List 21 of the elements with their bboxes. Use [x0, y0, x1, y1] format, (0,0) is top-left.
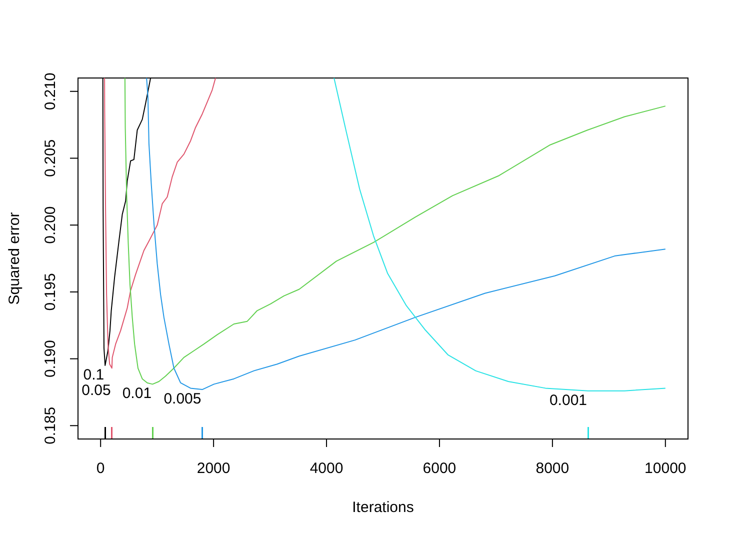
- y-tick-label: 0.185: [42, 406, 59, 444]
- y-tick-label: 0.200: [42, 206, 59, 244]
- x-axis-title: Iterations: [352, 499, 414, 516]
- y-tick-label: 0.190: [42, 340, 59, 378]
- series-label: 0.001: [549, 392, 588, 409]
- x-tick-label: 0: [96, 460, 105, 477]
- x-tick-label: 6000: [422, 460, 456, 477]
- line-series: [334, 78, 666, 392]
- y-tick-label: 0.195: [42, 273, 59, 311]
- x-tick-label: 4000: [310, 460, 344, 477]
- series-label: 0.005: [164, 390, 202, 408]
- y-axis-title: Squared error: [6, 212, 23, 305]
- y-tick-label: 0.210: [42, 72, 59, 110]
- y-tick-label: 0.205: [42, 139, 59, 177]
- series-label: 0.05: [82, 382, 111, 400]
- x-tick-label: 10000: [644, 460, 686, 477]
- x-tick-label: 8000: [536, 460, 570, 477]
- series-label: 0.1: [83, 366, 104, 384]
- series-label: 0.01: [122, 385, 152, 402]
- line-series: [104, 78, 216, 369]
- x-tick-label: 2000: [196, 460, 230, 477]
